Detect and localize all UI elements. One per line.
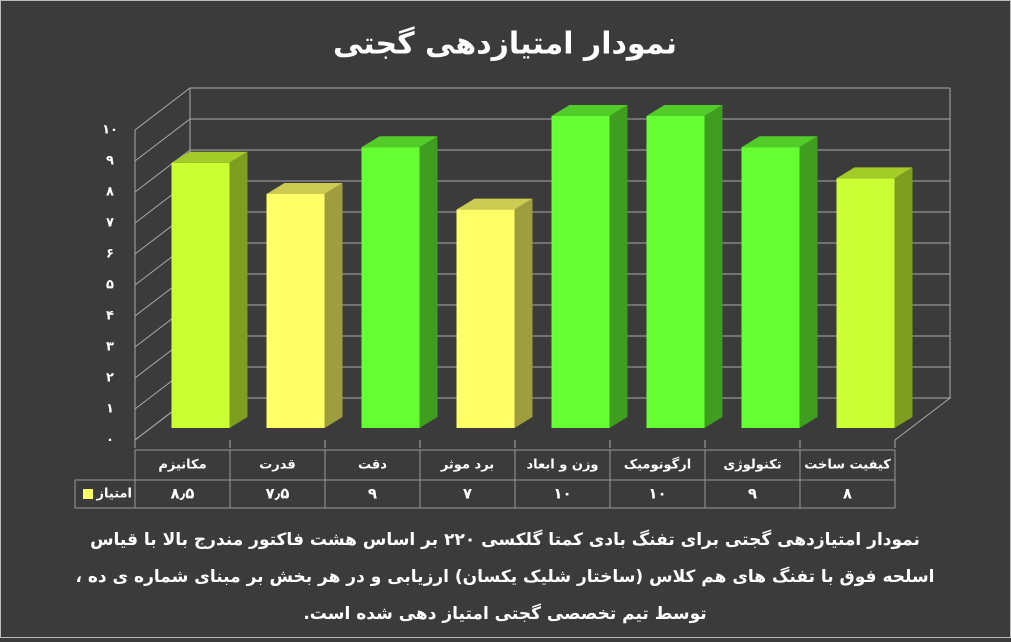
y-tick-label: ۵ (106, 278, 114, 293)
bar-top (551, 105, 628, 116)
bar-top (741, 136, 818, 148)
table-value: ۱۰ (648, 485, 666, 503)
y-tick-label: ۴ (106, 309, 114, 324)
table-value: ۷٫۵ (266, 485, 290, 503)
caption: توسط تیم تخصصی گجتی امتیاز دهی شده است. (303, 603, 706, 624)
y-tick-label: ۱ (106, 402, 114, 417)
x-tick-label: ارگونومیک (624, 457, 691, 473)
caption: اسلحه فوق با تفنگ های هم کلاس (ساختار شل… (75, 566, 934, 587)
bar (361, 147, 420, 428)
grid-line (134, 87, 950, 131)
y-tick-label: ۰ (106, 433, 114, 448)
bar-side (799, 136, 818, 428)
x-tick-label: برد موثر (440, 458, 494, 473)
bar-side (894, 167, 913, 428)
x-tick-label: قدرت (259, 458, 296, 473)
x-tick-label: تکنولوژی (723, 458, 781, 473)
bar-side (419, 136, 438, 428)
bar (836, 178, 895, 428)
legend-label: امتیاز (96, 487, 132, 502)
bar-side (324, 183, 343, 428)
bar-side (514, 198, 533, 428)
bar-top (171, 151, 248, 163)
bar (741, 147, 800, 428)
bar (266, 194, 325, 428)
legend-swatch (83, 489, 93, 499)
chart-title: نمودار امتیازدهی گجتی (333, 26, 677, 62)
y-tick-label: ۹ (106, 154, 114, 169)
table-value: ۹ (368, 485, 377, 503)
bar (646, 116, 705, 428)
y-tick-label: ۶ (106, 247, 114, 262)
bar-top (836, 167, 913, 179)
x-tick-label: کیفیت ساخت (804, 458, 891, 473)
x-tick-label: وزن و ابعاد (526, 458, 598, 473)
y-tick-label: ۸ (106, 185, 114, 200)
table-value: ۸٫۵ (171, 485, 195, 503)
bar-top (646, 105, 723, 116)
x-tick-label: دقت (358, 458, 387, 473)
bar (551, 116, 610, 428)
bar (456, 209, 515, 428)
bar-top (266, 183, 343, 194)
y-tick-label: ۳ (106, 340, 114, 355)
bar (171, 162, 230, 429)
y-tick-label: ۱۰ (102, 123, 118, 138)
bar-side (229, 151, 248, 429)
caption: نمودار امتیازدهی گجتی برای تفنگ بادی کمت… (90, 529, 920, 550)
bar-side (704, 105, 723, 428)
y-tick-label: ۷ (106, 216, 114, 231)
table-value: ۷ (463, 485, 472, 503)
table-value: ۱۰ (553, 485, 571, 503)
table-value: ۸ (843, 485, 852, 503)
bar-top (456, 198, 533, 210)
bar-top (361, 136, 438, 148)
table-value: ۹ (748, 485, 757, 503)
x-tick-label: مکانیزم (158, 458, 206, 473)
y-tick-label: ۲ (106, 371, 114, 386)
bar-side (609, 105, 628, 428)
